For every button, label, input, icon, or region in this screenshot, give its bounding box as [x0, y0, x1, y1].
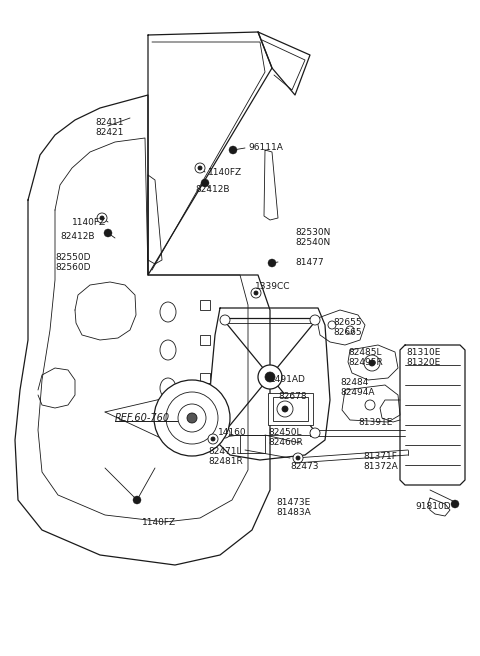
Circle shape [328, 321, 336, 329]
Circle shape [365, 400, 375, 410]
Circle shape [268, 259, 276, 267]
Circle shape [369, 360, 375, 366]
Circle shape [282, 406, 288, 412]
Bar [200, 335, 210, 345]
Text: 1140FZ: 1140FZ [208, 168, 242, 177]
Circle shape [211, 437, 215, 441]
Text: 81310E
81320E: 81310E 81320E [406, 348, 440, 367]
Circle shape [364, 355, 380, 371]
Circle shape [100, 216, 104, 220]
Bar [200, 300, 210, 310]
Text: 82678: 82678 [278, 392, 307, 401]
Circle shape [310, 315, 320, 325]
Text: 82473: 82473 [290, 462, 319, 471]
Text: 82655
82665: 82655 82665 [333, 318, 361, 337]
Circle shape [346, 326, 354, 334]
Circle shape [258, 365, 282, 389]
Text: 1339CC: 1339CC [255, 282, 290, 291]
Ellipse shape [160, 340, 176, 360]
Bar [273, 397, 308, 421]
Circle shape [208, 434, 218, 444]
Ellipse shape [160, 302, 176, 322]
Text: 82411
82421: 82411 82421 [95, 118, 123, 137]
Text: 82471L
82481R: 82471L 82481R [208, 447, 243, 466]
Circle shape [195, 163, 205, 173]
Circle shape [166, 392, 218, 444]
Circle shape [310, 428, 320, 438]
Circle shape [254, 291, 258, 295]
Bar [200, 410, 210, 420]
Text: 82485L
82495R: 82485L 82495R [348, 348, 383, 367]
Text: 82450L
82460R: 82450L 82460R [268, 428, 303, 447]
Text: 82412B: 82412B [60, 232, 95, 241]
Circle shape [251, 288, 261, 298]
Circle shape [229, 146, 237, 154]
Text: 14160: 14160 [218, 428, 247, 437]
Ellipse shape [160, 378, 176, 398]
Circle shape [104, 229, 112, 237]
Circle shape [277, 401, 293, 417]
Circle shape [133, 496, 141, 504]
Circle shape [198, 166, 202, 170]
Text: 82550D
82560D: 82550D 82560D [55, 253, 91, 272]
Text: 1140FZ: 1140FZ [72, 218, 106, 227]
Circle shape [201, 179, 209, 187]
Text: 81473E
81483A: 81473E 81483A [276, 498, 311, 518]
Bar [268, 393, 313, 425]
Circle shape [154, 380, 230, 456]
Ellipse shape [160, 416, 176, 436]
Circle shape [187, 413, 197, 423]
Circle shape [296, 456, 300, 460]
Text: 82484
82494A: 82484 82494A [340, 378, 374, 398]
Text: 1491AD: 1491AD [270, 375, 306, 384]
Bar [200, 373, 210, 383]
Text: 81371F
81372A: 81371F 81372A [363, 452, 398, 472]
Text: 91810D: 91810D [415, 502, 451, 511]
Circle shape [220, 315, 230, 325]
Text: 81477: 81477 [295, 258, 324, 267]
Text: 1140FZ: 1140FZ [142, 518, 176, 527]
Text: 81391E: 81391E [358, 418, 392, 427]
Circle shape [178, 404, 206, 432]
Text: REF.60-760: REF.60-760 [115, 413, 170, 423]
Circle shape [451, 500, 459, 508]
Text: 82530N
82540N: 82530N 82540N [295, 228, 330, 247]
Circle shape [293, 453, 303, 463]
Circle shape [265, 372, 275, 382]
Text: 82412B: 82412B [195, 185, 229, 194]
Text: 96111A: 96111A [248, 143, 283, 152]
Circle shape [97, 213, 107, 223]
Circle shape [220, 428, 230, 438]
